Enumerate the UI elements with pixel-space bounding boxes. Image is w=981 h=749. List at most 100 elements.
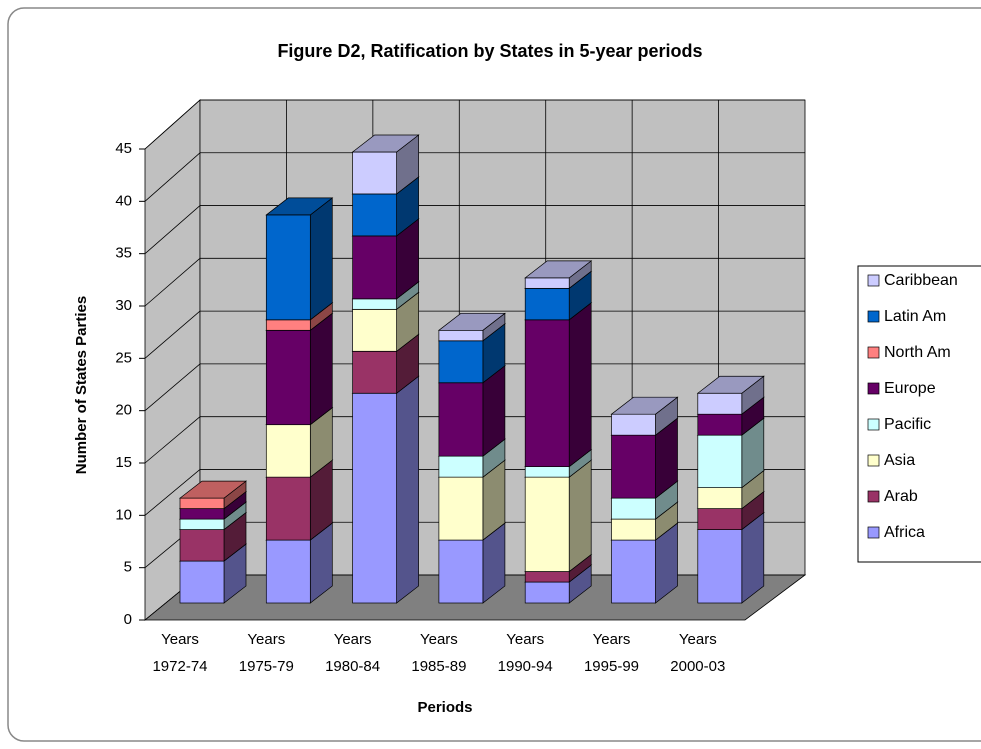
grid-line [144, 258, 201, 307]
bar-top [437, 312, 506, 331]
legend-swatch [867, 490, 880, 503]
x-tick-label: Years 1972-74 [152, 631, 208, 675]
bar [352, 308, 397, 352]
legend-label: Arab [884, 488, 918, 505]
legend-swatch [867, 382, 880, 395]
y-tick-label: 10 [115, 506, 132, 523]
bar-side [568, 459, 592, 573]
legend-label: Asia [884, 452, 915, 469]
y-tick-label: 5 [124, 559, 132, 576]
bar [352, 193, 397, 237]
legend-swatch [867, 310, 880, 323]
bar [697, 508, 743, 530]
y-axis-label: Number of States Parties [73, 296, 90, 474]
bar [179, 497, 225, 509]
x-tick-label: Years 2000-03 [670, 631, 726, 675]
bar [438, 476, 484, 541]
x-tick-label: Years 1995-99 [583, 631, 640, 675]
y-tick-label: 35 [115, 245, 132, 262]
x-tick-label: Years 1980-84 [325, 631, 381, 675]
x-tick-label: Years 1990-94 [497, 631, 553, 675]
y-tick-label: 40 [115, 192, 132, 209]
bar-top [696, 375, 765, 394]
bar [524, 581, 570, 604]
legend-swatch [867, 418, 880, 431]
bar [524, 466, 570, 478]
y-tick-label: 0 [124, 611, 132, 628]
bar [524, 476, 570, 572]
bar [611, 518, 656, 541]
bar [179, 560, 225, 604]
bar [697, 392, 743, 415]
bar [265, 319, 311, 331]
y-tick-label: 30 [115, 297, 132, 314]
bar [697, 434, 743, 488]
y-tick-label: 20 [115, 402, 132, 419]
y-tick-label: 15 [115, 454, 132, 471]
bar [265, 476, 311, 541]
bar [611, 497, 656, 520]
bar [697, 413, 743, 436]
legend-swatch [867, 526, 880, 539]
bar [265, 539, 311, 604]
bar [265, 329, 311, 426]
legend-label: North Am [884, 344, 951, 361]
bar [265, 424, 311, 478]
bar [352, 298, 397, 310]
grid-line [144, 469, 201, 516]
bar [524, 287, 570, 321]
bar-top [265, 197, 334, 216]
bar [438, 340, 484, 384]
bar [438, 539, 484, 604]
legend-swatch [867, 274, 880, 287]
bar [179, 529, 225, 562]
x-tick-label: Years 1975-79 [238, 631, 294, 675]
bar [179, 518, 225, 530]
bar [438, 455, 484, 478]
bar [611, 434, 656, 499]
bar [438, 382, 484, 457]
bar [352, 235, 397, 300]
legend-label: Pacific [884, 416, 931, 433]
bar-side [309, 197, 333, 321]
bar [524, 571, 570, 583]
grid-line [144, 363, 201, 411]
bar-top [610, 396, 679, 415]
grid-line [144, 99, 201, 150]
bar [352, 151, 397, 195]
legend-swatch [867, 346, 880, 359]
bar-side [568, 302, 592, 468]
grid-line [144, 205, 201, 254]
y-tick-label: 45 [115, 140, 132, 157]
legend-label: Africa [884, 524, 925, 541]
bar [697, 487, 743, 509]
bar [524, 277, 570, 289]
legend-label: Latin Am [884, 308, 946, 325]
grid-line [144, 416, 201, 464]
bar-top [178, 480, 248, 499]
bar [352, 392, 397, 604]
grid-line [144, 310, 201, 359]
bar [179, 508, 225, 520]
bar [611, 413, 656, 436]
bar-side [309, 312, 333, 426]
legend-label: Europe [884, 380, 936, 397]
bar [265, 214, 311, 321]
legend-swatch [867, 454, 880, 467]
grid-line [144, 152, 201, 202]
chart-title: Figure D2, Ratification by States in 5-y… [277, 41, 702, 61]
y-tick-label: 25 [115, 349, 132, 366]
bar [611, 539, 656, 604]
legend-label: Caribbean [884, 272, 958, 289]
bar-top [351, 134, 420, 153]
bar [697, 529, 743, 604]
bar-side [396, 375, 419, 604]
bar [438, 329, 484, 342]
bar [524, 319, 570, 467]
x-tick-label: Years 1985-89 [411, 631, 467, 675]
x-axis-label: Periods [417, 699, 472, 716]
bar-top [524, 260, 593, 279]
bar [352, 350, 397, 394]
